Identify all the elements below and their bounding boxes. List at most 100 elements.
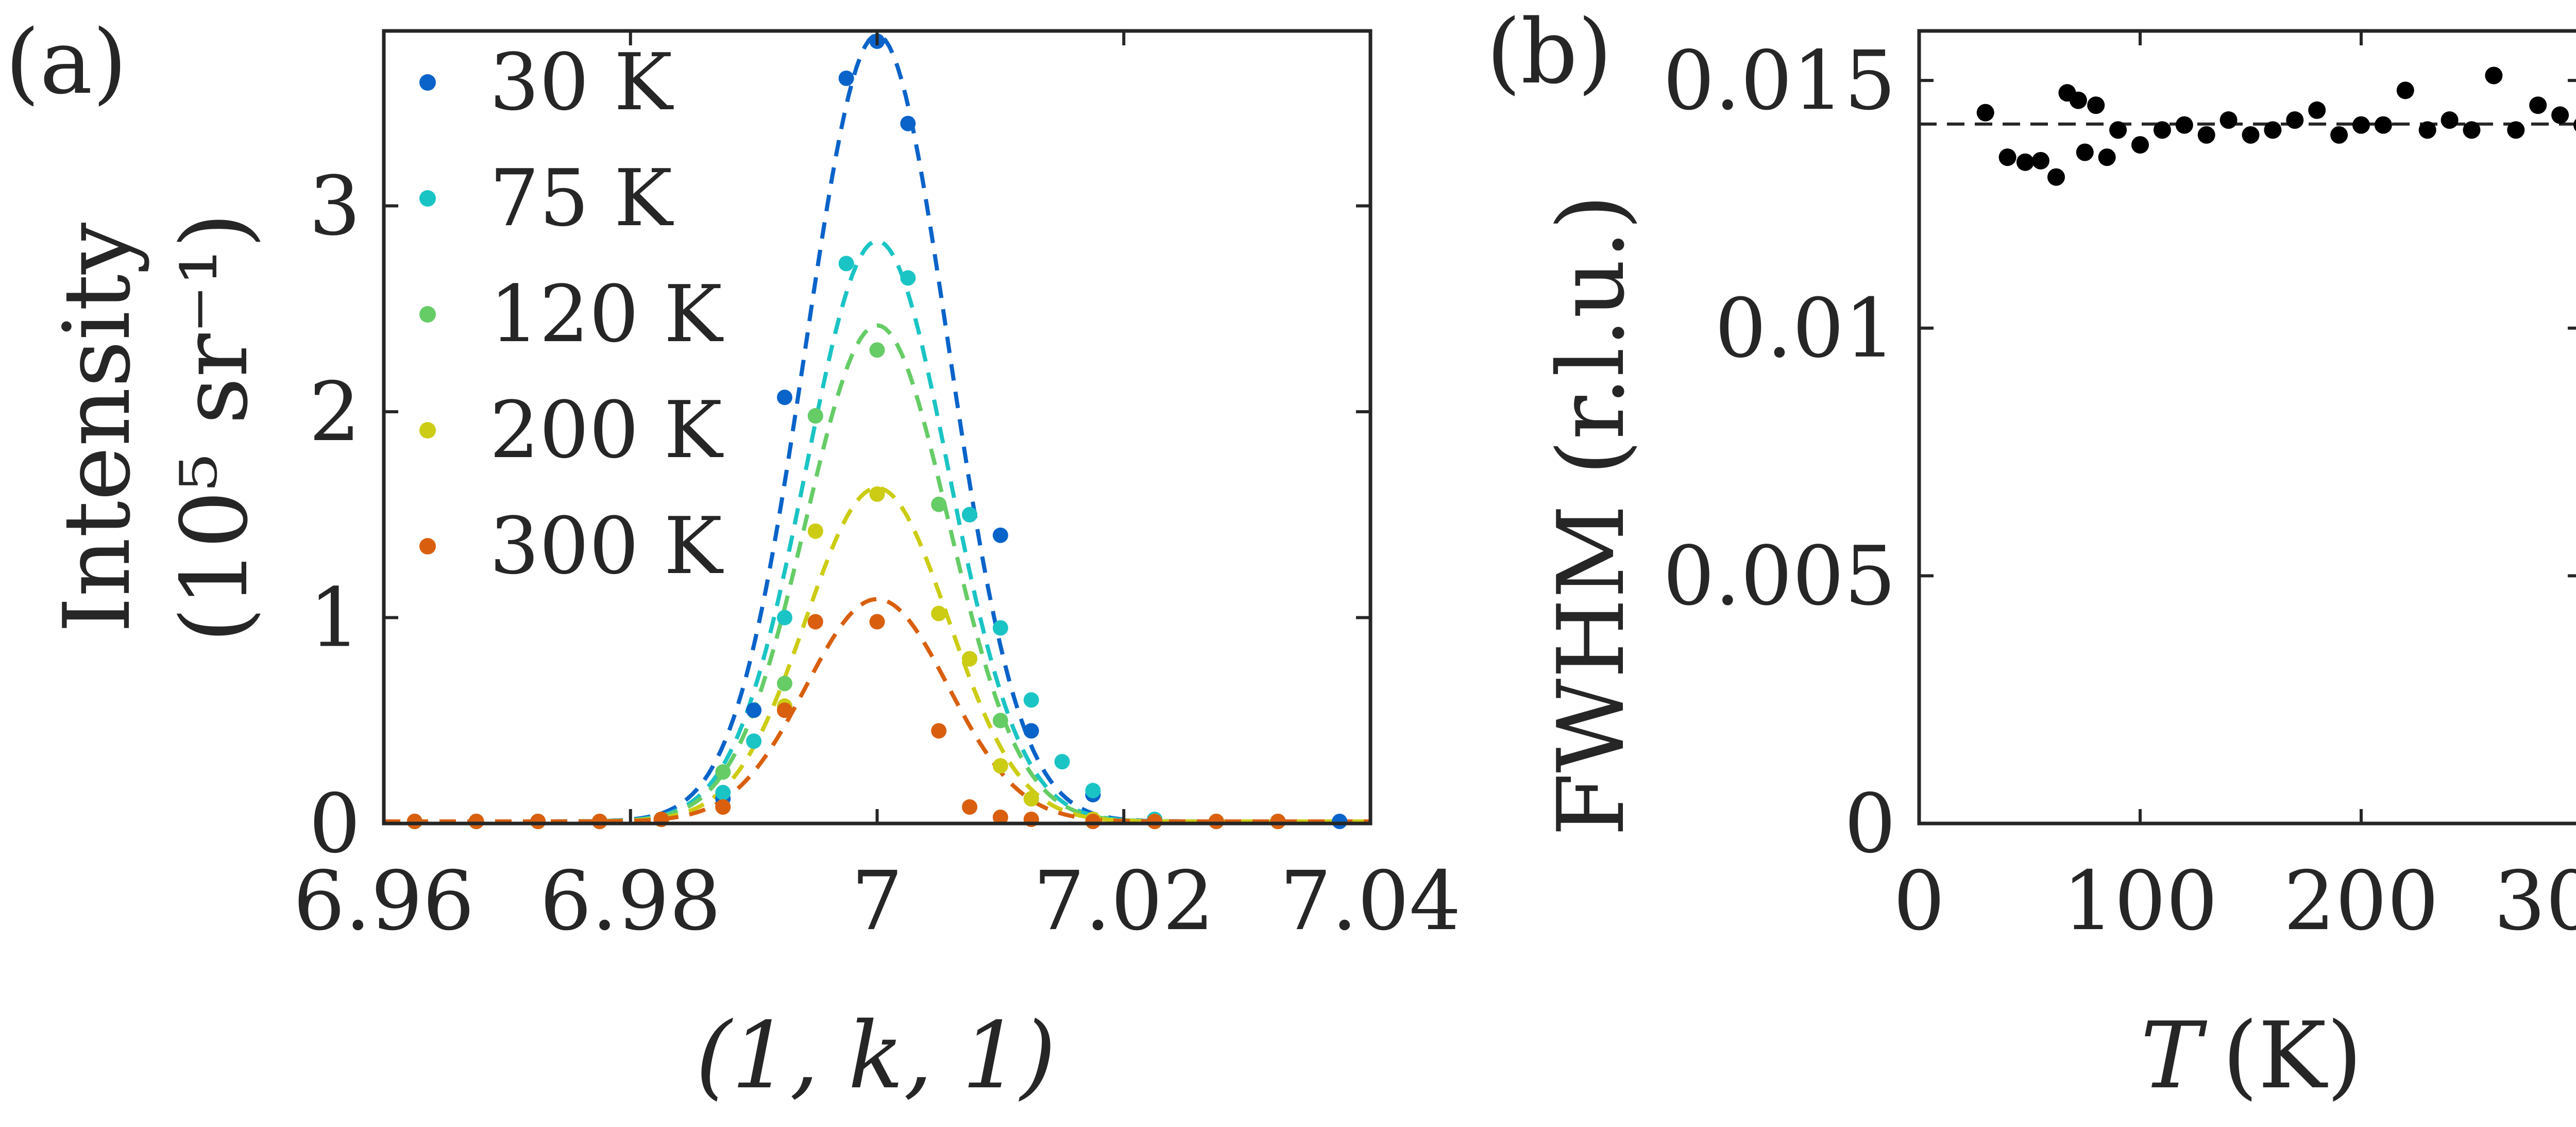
b-point	[2463, 121, 2481, 139]
a-point	[530, 814, 546, 830]
a-point	[776, 702, 792, 718]
b-point	[2175, 116, 2193, 134]
a-point	[931, 723, 947, 739]
b-point	[2573, 119, 2576, 131]
a-point	[807, 523, 823, 539]
b-point	[2076, 143, 2094, 161]
a-point	[1270, 814, 1286, 830]
a-x-tick-label: 6.98	[540, 854, 721, 949]
a-point	[468, 814, 484, 830]
b-x-tick-label: 200	[2283, 854, 2439, 949]
a-legend-marker	[419, 190, 436, 207]
b-point	[2352, 116, 2370, 134]
b-point	[2087, 96, 2105, 114]
a-data-points	[406, 33, 1348, 830]
a-y-axis-label-line1: Intensity	[44, 222, 150, 633]
a-legend-marker	[419, 306, 436, 323]
a-x-tick-label: 7.02	[1033, 854, 1214, 949]
b-x-tick-label: 300	[2494, 854, 2576, 949]
a-legend-marker	[419, 538, 436, 554]
a-point	[1085, 814, 1101, 830]
a-point	[992, 758, 1008, 774]
a-point	[962, 507, 978, 523]
b-point	[2330, 126, 2348, 144]
a-point	[869, 614, 885, 630]
a-legend-label: 300 K	[489, 500, 723, 592]
a-point	[1147, 814, 1163, 830]
a-y-tick-label: 2	[309, 365, 361, 460]
b-point	[2418, 121, 2436, 139]
a-point	[807, 614, 823, 630]
b-data-points	[1976, 66, 2576, 186]
a-legend-label: 75 K	[489, 153, 674, 244]
a-legend-label: 30 K	[489, 37, 674, 128]
panel-a: 6.96 6.98 7 7.02 7.04 0 1 2 3 (a) Intensity (10⁵…	[5, 10, 1461, 1109]
b-panel-label: (b)	[1486, 0, 1612, 104]
a-point	[1054, 754, 1070, 770]
b-x-axis-label: T (K)	[2141, 1002, 2363, 1109]
a-legend: 30 K 75 K 120 K 200 K 300 K	[419, 37, 723, 592]
a-point	[1023, 692, 1039, 708]
b-point	[2507, 121, 2525, 139]
a-point	[807, 408, 823, 424]
a-panel-label: (a)	[5, 10, 127, 114]
a-point	[1085, 783, 1101, 799]
b-point	[2153, 121, 2171, 139]
a-point	[838, 70, 854, 86]
a-y-axis-label-line2: (10⁵ sr⁻¹)	[161, 212, 268, 643]
a-point	[1023, 723, 1039, 739]
b-point	[2109, 121, 2127, 139]
a-point	[869, 486, 885, 502]
b-point	[2219, 111, 2238, 129]
a-point	[406, 814, 422, 830]
a-point	[900, 270, 916, 286]
b-point	[2131, 136, 2149, 154]
a-point	[838, 256, 854, 272]
a-legend-marker	[419, 422, 436, 439]
b-plot-frame	[1917, 29, 2576, 826]
a-point	[1332, 814, 1348, 830]
b-x-tick-label: 0	[1893, 854, 1945, 949]
b-x-tick-label: 100	[2062, 854, 2218, 949]
a-x-tick-label: 7.04	[1280, 854, 1461, 949]
a-point	[776, 610, 792, 626]
a-y-tick-label: 0	[309, 777, 361, 871]
b-point	[2016, 153, 2034, 171]
b-point	[2264, 121, 2282, 139]
a-x-axis-label: (1, k, 1)	[696, 1002, 1056, 1109]
panel-b: 0 100 200 300 0 0.005 0.01 0.015 (b) FWHM (r.l.…	[1486, 0, 2576, 1109]
a-point	[931, 605, 947, 621]
a-point	[869, 342, 885, 358]
a-point	[715, 785, 731, 801]
a-point	[746, 702, 762, 718]
a-point	[746, 733, 762, 749]
b-point	[2485, 66, 2503, 85]
b-x-axis-var: T	[2141, 1002, 2208, 1109]
a-point	[992, 527, 1008, 543]
b-point	[2242, 126, 2260, 144]
a-point	[776, 676, 792, 692]
b-point	[1998, 148, 2016, 166]
a-point	[1023, 791, 1039, 807]
b-x-axis-unit: (K)	[2222, 1002, 2362, 1109]
b-point	[2308, 101, 2326, 119]
a-x-tick-label: 7	[851, 854, 903, 949]
b-point	[2441, 111, 2459, 129]
a-point	[900, 115, 916, 131]
a-legend-marker	[419, 74, 436, 91]
b-point	[2529, 96, 2547, 114]
a-y-tick-label: 3	[309, 159, 361, 254]
a-point	[931, 496, 947, 512]
b-point	[2047, 168, 2065, 186]
b-y-tick-label: 0.01	[1715, 281, 1896, 376]
b-point	[2197, 126, 2215, 144]
a-point	[992, 810, 1008, 826]
b-point	[2031, 152, 2049, 170]
a-point	[992, 713, 1008, 729]
a-x-tick-label: 6.96	[293, 854, 474, 949]
b-point	[2374, 116, 2392, 134]
b-point	[2069, 91, 2087, 109]
b-y-tick-label: 0.015	[1663, 33, 1896, 128]
b-point	[2098, 148, 2116, 166]
